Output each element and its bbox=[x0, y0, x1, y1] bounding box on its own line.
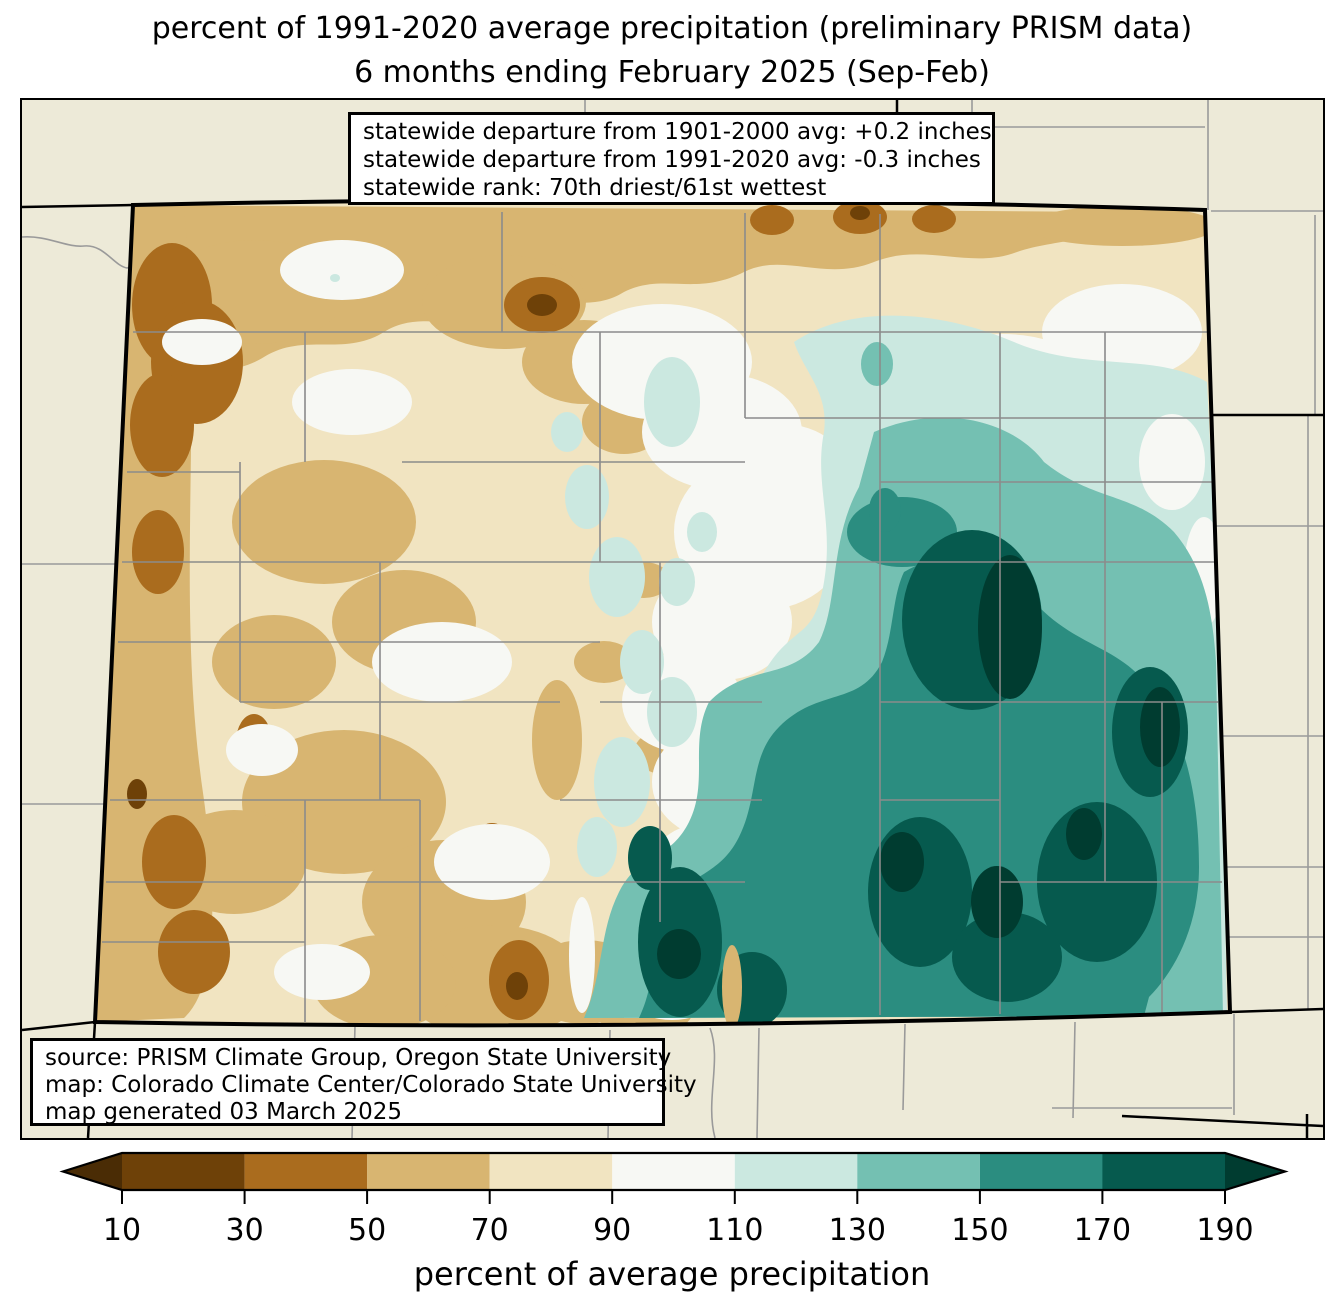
stats-box: statewide departure from 1901-2000 avg: … bbox=[348, 112, 995, 205]
teal-gt-190-contours bbox=[657, 555, 1180, 979]
stats-line-3: statewide rank: 70th driest/61st wettest bbox=[363, 175, 827, 201]
colorbar-seg-90-110 bbox=[612, 1153, 735, 1190]
source-line-1: source: PRISM Climate Group, Oregon Stat… bbox=[45, 1045, 672, 1071]
colorbar-tick-label-130: 130 bbox=[829, 1213, 886, 1248]
colorbar-bar bbox=[59, 1151, 1289, 1204]
colorbar-tick-label-70: 70 bbox=[471, 1213, 509, 1248]
stats-line-2: statewide departure from 1991-2020 avg: … bbox=[363, 147, 981, 173]
figure-title: percent of 1991-2020 average precipitati… bbox=[0, 7, 1344, 95]
colorbar-tick-label-170: 170 bbox=[1074, 1213, 1131, 1248]
colorbar-title: percent of average precipitation bbox=[414, 1255, 931, 1293]
dark-brown-contours bbox=[127, 206, 870, 1000]
colorbar-tick-label-150: 150 bbox=[951, 1213, 1008, 1248]
source-box: source: PRISM Climate Group, Oregon Stat… bbox=[30, 1038, 697, 1126]
colorbar-seg-170-190 bbox=[1102, 1153, 1225, 1190]
colorbar-seg-150-170 bbox=[979, 1153, 1103, 1190]
tan-sliver-contour bbox=[722, 945, 742, 1026]
colorbar-tick-marks bbox=[121, 1190, 1226, 1204]
colorbar-seg-70-90 bbox=[489, 1153, 613, 1190]
colorbar-seg-50-70 bbox=[367, 1153, 490, 1190]
colorbar-tick-labels: 10 30 50 70 90 110 130 150 170 190 bbox=[103, 1213, 1254, 1248]
title-line-2: 6 months ending February 2025 (Sep-Feb) bbox=[354, 55, 990, 90]
source-line-3: map generated 03 March 2025 bbox=[45, 1099, 403, 1125]
colorado-county-lines bbox=[102, 212, 1222, 1022]
colorbar-right-arrow bbox=[1225, 1153, 1285, 1190]
colorbar-seg-30-50 bbox=[244, 1153, 368, 1190]
colorbar-tick-label-110: 110 bbox=[706, 1213, 763, 1248]
stats-line-1: statewide departure from 1901-2000 avg: … bbox=[363, 119, 992, 145]
colorbar-tick-label-10: 10 bbox=[103, 1213, 141, 1248]
title-line-1: percent of 1991-2020 average precipitati… bbox=[151, 11, 1193, 46]
map-axes: statewide departure from 1901-2000 avg: … bbox=[20, 98, 1325, 1140]
colorbar-seg-130-150 bbox=[857, 1153, 980, 1190]
precipitation-map bbox=[22, 100, 1323, 1138]
colorbar-left-arrow bbox=[63, 1153, 122, 1190]
colorbar-seg-110-130 bbox=[734, 1153, 858, 1190]
colorbar-tick-label-50: 50 bbox=[348, 1213, 386, 1248]
colorbar: 10 30 50 70 90 110 130 150 170 190 perce… bbox=[59, 1151, 1289, 1293]
colorbar-seg-10-30 bbox=[122, 1153, 245, 1190]
colorbar-tick-label-90: 90 bbox=[593, 1213, 631, 1248]
colorbar-tick-label-190: 190 bbox=[1196, 1213, 1253, 1248]
source-line-2: map: Colorado Climate Center/Colorado St… bbox=[45, 1072, 697, 1098]
teal-170-190-contours bbox=[628, 530, 1188, 1026]
colorbar-tick-label-30: 30 bbox=[226, 1213, 264, 1248]
